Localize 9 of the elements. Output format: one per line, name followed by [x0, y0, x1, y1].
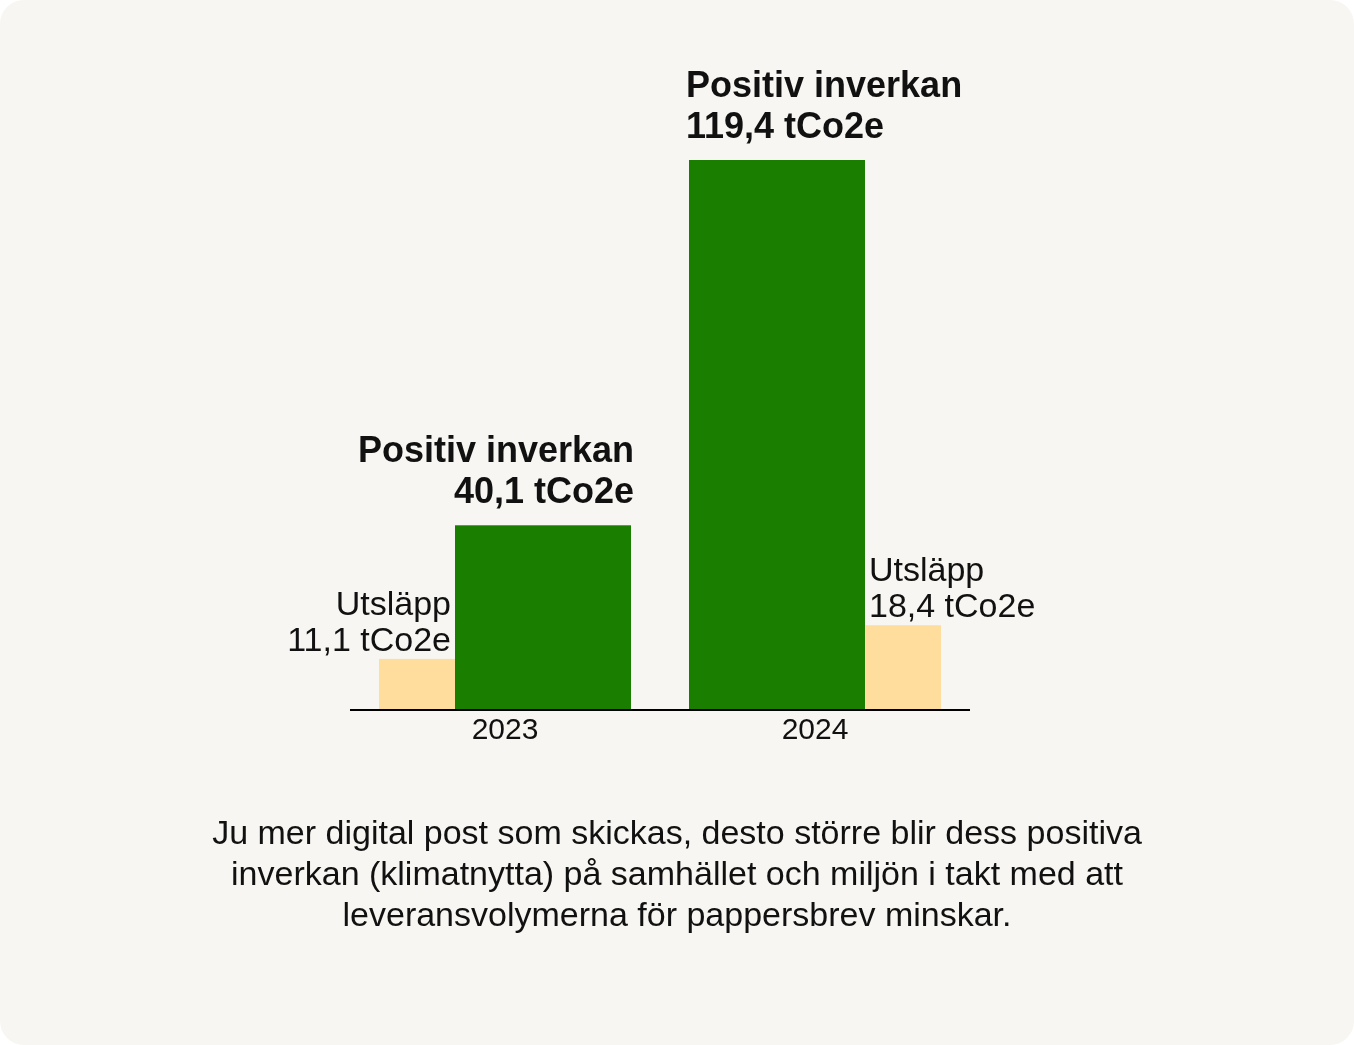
series-label: Positiv inverkan — [357, 429, 634, 471]
text: Utsläpp — [869, 550, 985, 589]
data-label: 40,1 tCo2e — [453, 470, 634, 512]
x-tick-label: 2023 — [471, 712, 539, 746]
x-tick-label: 2024 — [781, 712, 849, 746]
series-label: Utsläpp — [335, 583, 451, 622]
text: Positiv inverkan — [686, 64, 963, 105]
data-label: 119,4 tCo2e — [686, 105, 885, 146]
text: Ju mer digital post som skickas, desto större blir dess positiva inverkan (klimatnytta) på samhället och miljön i takt med att leveransvolymerna för pappersbrev minskar. — [211, 812, 1143, 935]
